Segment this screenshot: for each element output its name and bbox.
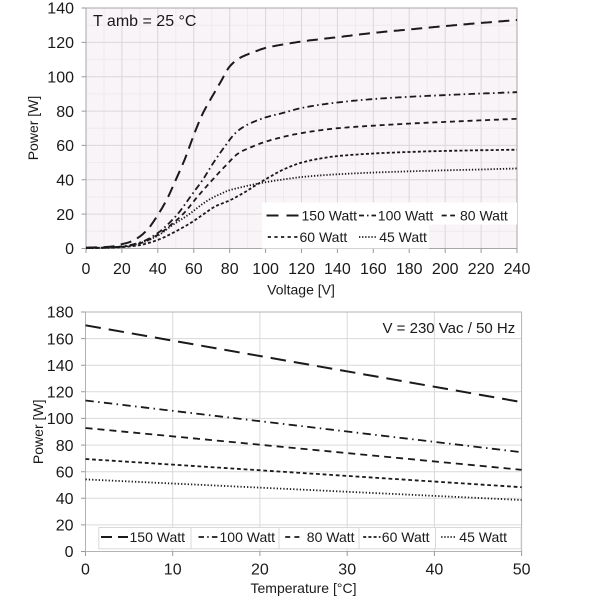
svg-text:120: 120	[288, 261, 315, 278]
svg-text:40: 40	[56, 491, 74, 508]
svg-text:45 Watt: 45 Watt	[459, 529, 507, 545]
svg-text:100: 100	[252, 261, 279, 278]
svg-text:220: 220	[468, 261, 495, 278]
svg-text:120: 120	[47, 35, 74, 52]
svg-text:200: 200	[432, 261, 459, 278]
svg-text:45 Watt: 45 Watt	[379, 229, 427, 245]
svg-text:140: 140	[324, 261, 351, 278]
svg-text:80: 80	[56, 438, 74, 455]
svg-text:180: 180	[47, 305, 74, 322]
svg-text:50: 50	[513, 562, 531, 579]
svg-text:30: 30	[338, 562, 356, 579]
svg-text:40: 40	[426, 562, 444, 579]
svg-text:60: 60	[56, 464, 74, 481]
svg-text:0: 0	[82, 261, 91, 278]
svg-text:V = 230 Vac / 50 Hz: V = 230 Vac / 50 Hz	[383, 320, 516, 337]
svg-text:60: 60	[56, 138, 74, 155]
svg-text:Power [W]: Power [W]	[25, 96, 41, 161]
svg-text:80: 80	[221, 261, 239, 278]
svg-text:100 Watt: 100 Watt	[220, 529, 276, 545]
svg-text:180: 180	[396, 261, 423, 278]
svg-text:Voltage [V]: Voltage [V]	[267, 282, 335, 298]
svg-text:120: 120	[47, 385, 74, 402]
svg-text:60 Watt: 60 Watt	[300, 229, 348, 245]
svg-text:100 Watt: 100 Watt	[378, 208, 434, 224]
svg-text:20: 20	[113, 261, 131, 278]
svg-text:100: 100	[47, 69, 74, 86]
svg-text:80 Watt: 80 Watt	[307, 529, 355, 545]
svg-text:80 Watt: 80 Watt	[460, 208, 508, 224]
svg-text:240: 240	[504, 261, 531, 278]
svg-text:150 Watt: 150 Watt	[302, 208, 358, 224]
svg-text:0: 0	[65, 544, 74, 561]
svg-text:80: 80	[56, 104, 74, 121]
svg-text:60 Watt: 60 Watt	[382, 529, 430, 545]
svg-text:140: 140	[47, 358, 74, 375]
svg-text:60: 60	[185, 261, 203, 278]
svg-text:20: 20	[56, 207, 74, 224]
svg-text:160: 160	[360, 261, 387, 278]
svg-text:10: 10	[164, 562, 182, 579]
svg-text:40: 40	[149, 261, 167, 278]
svg-text:100: 100	[47, 411, 74, 428]
svg-text:20: 20	[251, 562, 269, 579]
svg-text:20: 20	[56, 518, 74, 535]
svg-text:T amb = 25 °C: T amb = 25 °C	[93, 13, 196, 30]
svg-text:150 Watt: 150 Watt	[130, 529, 186, 545]
svg-text:Temperature [°C]: Temperature [°C]	[251, 580, 357, 596]
svg-text:160: 160	[47, 331, 74, 348]
svg-text:0: 0	[81, 562, 90, 579]
svg-text:Power [W]: Power [W]	[30, 400, 46, 465]
svg-text:40: 40	[56, 173, 74, 190]
svg-text:0: 0	[65, 241, 74, 258]
svg-text:140: 140	[47, 1, 74, 18]
